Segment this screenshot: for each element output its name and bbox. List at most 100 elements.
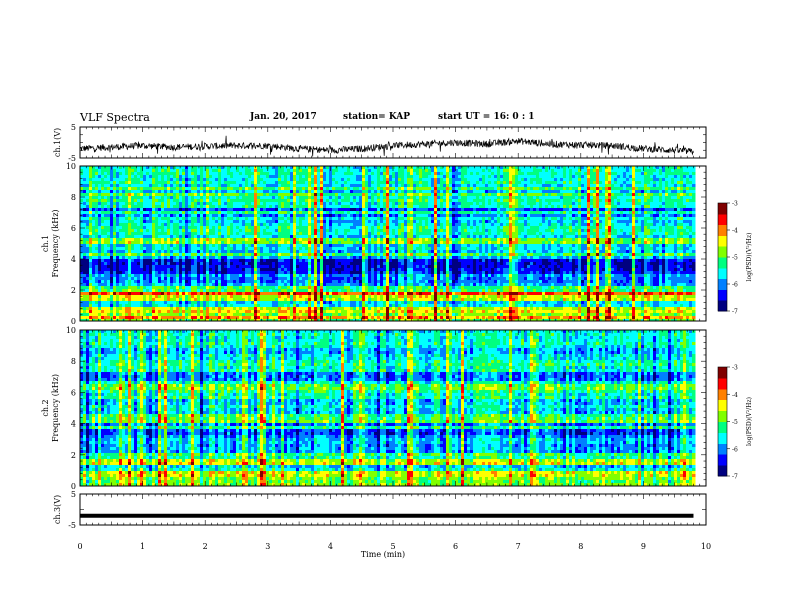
spectrogram-cell <box>656 172 660 176</box>
spectrogram-cell <box>347 217 351 221</box>
spectrogram-cell <box>107 208 111 212</box>
spectrogram-cell <box>689 214 693 218</box>
spectrogram-cell <box>548 193 552 197</box>
spectrogram-cell <box>230 175 234 179</box>
spectrogram-cell <box>641 166 645 170</box>
spectrogram-cell <box>185 193 189 197</box>
spectrogram-cell <box>575 184 579 188</box>
spectrogram-cell <box>644 178 648 182</box>
spectrogram-cell <box>638 193 642 197</box>
spectrogram-cell <box>380 196 384 200</box>
spectrogram-cell <box>179 214 183 218</box>
spectrogram-cell <box>389 232 393 236</box>
spectrogram-cell <box>449 217 453 221</box>
spectrogram-cell <box>371 199 375 203</box>
spectrogram-cell <box>662 202 666 206</box>
spectrogram-cell <box>353 202 357 206</box>
spectrogram-cell <box>440 172 444 176</box>
spectrogram-cell <box>386 190 390 194</box>
spectrogram-cell <box>386 208 390 212</box>
spectrogram-cell <box>611 202 615 206</box>
spectrogram-cell <box>200 220 204 224</box>
spectrogram-cell <box>491 214 495 218</box>
spectrogram-cell <box>407 178 411 182</box>
spectrogram-cell <box>296 217 300 221</box>
spectrogram-cell <box>242 187 246 191</box>
spectrogram-cell <box>173 229 177 233</box>
spectrogram-cell <box>422 226 426 230</box>
spectrogram-cell <box>566 181 570 185</box>
spectrogram-cell <box>128 229 132 233</box>
spectrogram-cell <box>191 184 195 188</box>
spectrogram-cell <box>458 208 462 212</box>
spectrogram-cell <box>545 208 549 212</box>
spectrogram-cell <box>113 178 117 182</box>
spectrogram-cell <box>278 175 282 179</box>
spectrogram-cell <box>284 226 288 230</box>
spectrogram-cell <box>104 181 108 185</box>
spectrogram-cell <box>617 172 621 176</box>
spectrogram-cell <box>239 199 243 203</box>
spectrogram-cell <box>473 229 477 233</box>
spectrogram-cell <box>302 178 306 182</box>
spectrogram-cell <box>587 166 591 170</box>
spectrogram-cell <box>479 181 483 185</box>
spectrogram-cell <box>692 178 696 182</box>
spectrogram-cell <box>395 220 399 224</box>
spectrogram-cell <box>482 214 486 218</box>
spectrogram-cell <box>344 190 348 194</box>
spectrogram-cell <box>272 223 276 227</box>
spectrogram-cell <box>245 223 249 227</box>
spectrogram-cell <box>233 190 237 194</box>
spectrogram-cell <box>191 223 195 227</box>
spectrogram-cell <box>206 187 210 191</box>
spectrogram-cell <box>359 184 363 188</box>
spectrogram-cell <box>296 178 300 182</box>
spectrogram-cell <box>116 193 120 197</box>
spectrogram-cell <box>164 205 168 209</box>
spectrogram-cell <box>530 166 534 170</box>
spectrogram-cell <box>191 190 195 194</box>
spectrogram-cell <box>647 172 651 176</box>
spectrogram-cell <box>485 220 489 224</box>
spectrogram-cell <box>497 226 501 230</box>
spectrogram-cell <box>221 184 225 188</box>
spectrogram-cell <box>488 193 492 197</box>
spectrogram-cell <box>692 175 696 179</box>
spectrogram-cell <box>170 226 174 230</box>
spectrogram-cell <box>260 169 264 173</box>
spectrogram-cell <box>545 166 549 170</box>
spectrogram-cell <box>314 214 318 218</box>
spectrogram-cell <box>569 217 573 221</box>
spectrogram-cell <box>197 232 201 236</box>
spectrogram-cell <box>368 214 372 218</box>
spectrogram-cell <box>329 217 333 221</box>
spectrogram-cell <box>656 202 660 206</box>
spectrogram-cell <box>692 172 696 176</box>
spectrogram-cell <box>674 187 678 191</box>
spectrogram-cell <box>221 193 225 197</box>
spectrogram-cell <box>149 169 153 173</box>
spectrogram-cell <box>365 166 369 170</box>
spectrogram-cell <box>377 211 381 215</box>
spectrogram-cell <box>146 175 150 179</box>
spectrogram-cell <box>458 196 462 200</box>
spectrogram-cell <box>212 229 216 233</box>
spectrogram-cell <box>149 226 153 230</box>
spectrogram-cell <box>449 214 453 218</box>
spectrogram-cell <box>431 193 435 197</box>
spectrogram-cell <box>212 178 216 182</box>
spectrogram-cell <box>506 202 510 206</box>
spectrogram-cell <box>386 217 390 221</box>
spectrogram-cell <box>113 235 117 239</box>
spectrogram-cell <box>623 232 627 236</box>
spectrogram-cell <box>521 220 525 224</box>
spectrogram-cell <box>161 193 165 197</box>
spectrogram-cell <box>110 217 114 221</box>
spectrogram-cell <box>566 178 570 182</box>
spectrogram-cell <box>662 169 666 173</box>
spectrogram-cell <box>434 166 438 170</box>
spectrogram-cell <box>245 214 249 218</box>
spectrogram-cell <box>200 235 204 239</box>
spectrogram-cell <box>446 211 450 215</box>
